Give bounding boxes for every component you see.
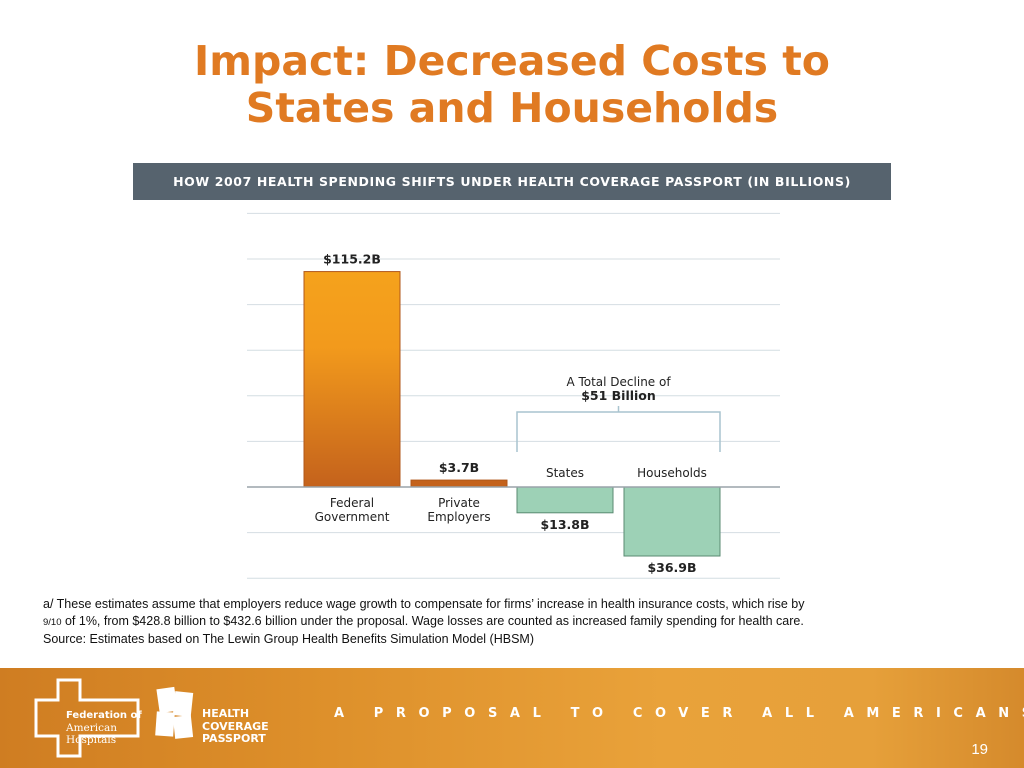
- value-label-private-employers: $3.7B: [439, 460, 479, 475]
- category-label-federal-government-line-2: Government: [315, 510, 390, 524]
- category-label-private-employers: Private: [438, 496, 480, 510]
- fah-line-2: American: [66, 722, 118, 734]
- value-label-states: $13.8B: [540, 517, 589, 532]
- category-label-federal-government: Federal: [330, 496, 374, 510]
- footnote: a/ These estimates assume that employers…: [43, 596, 963, 648]
- bar-private-employers: [410, 479, 508, 488]
- value-label-households: $36.9B: [647, 560, 696, 575]
- footer-banner: Federation of American Hospitals HEALTH …: [0, 668, 1024, 768]
- annotation-bracket: [516, 406, 721, 452]
- annotation-line-1: A Total Decline of: [566, 375, 671, 389]
- bar-states: [516, 486, 614, 514]
- passport-logo-icon: [155, 686, 194, 739]
- bars: [303, 271, 721, 557]
- category-label-households: Households: [637, 466, 707, 480]
- total-decline-annotation: A Total Decline of $51 Billion: [516, 375, 721, 452]
- footnote-source: Source: Estimates based on The Lewin Gro…: [43, 632, 534, 646]
- footnote-line-2-text: of 1%, from $428.8 billion to $432.6 bil…: [61, 614, 804, 628]
- value-labels: $115.2B $3.7B $13.8B $36.9B: [323, 252, 696, 575]
- fah-line-3: Hospitals: [66, 734, 117, 746]
- value-label-federal-government: $115.2B: [323, 252, 381, 267]
- chart-title: HOW 2007 HEALTH SPENDING SHIFTS UNDER HE…: [133, 163, 891, 200]
- footnote-line-2: 9/10 of 1%, from $428.8 billion to $432.…: [43, 613, 963, 631]
- fah-logo-text: Federation of American Hospitals: [66, 710, 146, 746]
- category-label-private-employers-line-2: Employers: [427, 510, 490, 524]
- title-line-2: States and Households: [245, 84, 779, 132]
- footnote-fraction: 9/10: [43, 617, 62, 628]
- footer-tagline: A PROPOSAL TO COVER ALL AMERICANS: [334, 706, 1024, 721]
- bar-chart: $115.2B $3.7B $13.8B $36.9B FederalGovernme…: [247, 212, 780, 579]
- annotation-line-2: $51 Billion: [581, 388, 656, 403]
- hcp-logo-text: HEALTH COVERAGE PASSPORT: [202, 707, 269, 746]
- footnote-line-1: a/ These estimates assume that employers…: [43, 597, 805, 611]
- hcp-line-3: PASSPORT: [202, 732, 266, 745]
- title-line-1: Impact: Decreased Costs to: [194, 37, 830, 85]
- page-number: 19: [971, 741, 988, 758]
- hospital-cross-icon: [34, 678, 140, 758]
- hcp-line-2: COVERAGE: [202, 719, 269, 733]
- fah-line-1: Federation of: [66, 710, 142, 721]
- category-label-states: States: [546, 466, 584, 480]
- bar-federal-government: [303, 271, 401, 488]
- bar-households: [623, 486, 721, 557]
- hcp-line-1: HEALTH: [202, 707, 250, 720]
- slide-title: Impact: Decreased Costs to States and Ho…: [0, 38, 1024, 132]
